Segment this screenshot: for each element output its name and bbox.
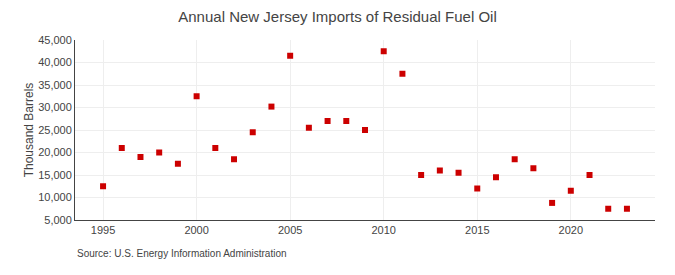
svg-text:Source: U.S. Energy Informatio: Source: U.S. Energy Information Administ… [77,248,287,259]
svg-text:Thousand Barrels: Thousand Barrels [22,83,36,178]
svg-text:2020: 2020 [559,224,583,236]
svg-text:45,000: 45,000 [38,34,72,46]
svg-text:2015: 2015 [465,224,489,236]
svg-text:15,000: 15,000 [38,169,72,181]
svg-text:5,000: 5,000 [44,214,72,226]
svg-text:40,000: 40,000 [38,56,72,68]
svg-text:2000: 2000 [184,224,208,236]
svg-text:2005: 2005 [278,224,302,236]
svg-text:2010: 2010 [371,224,395,236]
svg-text:35,000: 35,000 [38,79,72,91]
svg-text:Annual New Jersey Imports of R: Annual New Jersey Imports of Residual Fu… [178,8,496,25]
svg-text:10,000: 10,000 [38,191,72,203]
svg-text:1995: 1995 [91,224,115,236]
svg-text:20,000: 20,000 [38,146,72,158]
svg-text:25,000: 25,000 [38,124,72,136]
svg-text:30,000: 30,000 [38,101,72,113]
